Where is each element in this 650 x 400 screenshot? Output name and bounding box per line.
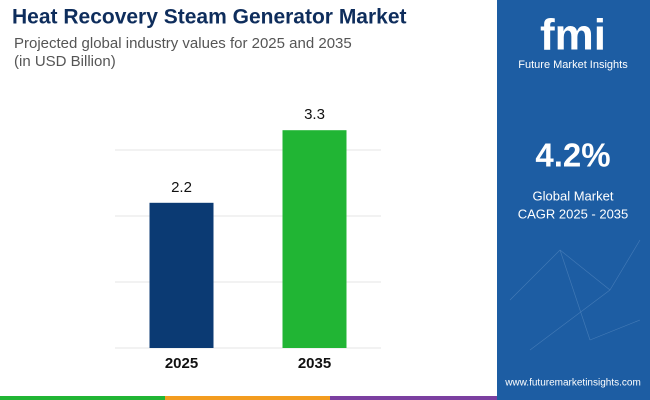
network-decoration xyxy=(509,239,641,351)
logo: fmi xyxy=(540,11,606,60)
chart-title: Heat Recovery Steam Generator Market xyxy=(12,6,407,29)
x-tick-label: 2025 xyxy=(165,355,198,372)
bar xyxy=(149,202,214,348)
strip xyxy=(0,396,165,400)
strip xyxy=(165,396,330,400)
value-label: 2.2 xyxy=(171,179,192,196)
value-label: 3.3 xyxy=(304,106,325,123)
x-tick-label: 2035 xyxy=(298,355,331,372)
strip xyxy=(497,396,650,400)
subtitle: Projected global industry values for 202… xyxy=(14,35,352,52)
cagr-value: 4.2% xyxy=(535,137,610,174)
brand: Future Market Insights xyxy=(518,59,628,71)
sidebar xyxy=(497,0,650,400)
bar xyxy=(282,130,347,348)
url: www.futuremarketinsights.com xyxy=(504,378,641,389)
unit-note: (in USD Billion) xyxy=(14,53,116,70)
cagr-label: CAGR 2025 - 2035 xyxy=(518,206,629,221)
strip xyxy=(330,396,497,400)
cagr-label: Global Market xyxy=(533,188,614,203)
